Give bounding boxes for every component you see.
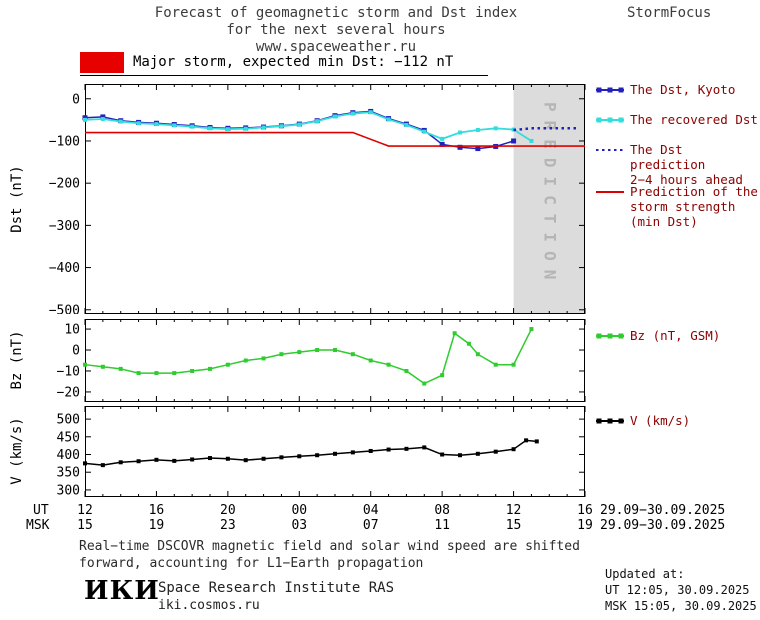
brand-stormfocus: StormFocus — [627, 5, 712, 21]
svg-text:−100: −100 — [49, 134, 80, 149]
x-tick-label: 16 — [577, 503, 593, 518]
title-url-link[interactable]: www.spaceweather.ru — [255, 39, 417, 55]
storm-strength-line-icon — [595, 186, 625, 229]
institute-site-link[interactable]: iki.cosmos.ru — [158, 598, 260, 613]
x-tick-label: 04 — [362, 503, 379, 518]
page-title: Forecast of geomagnetic storm and Dst in… — [0, 5, 672, 56]
svg-text:−500: −500 — [49, 303, 80, 314]
ut-date-range: 29.09−30.09.2025 — [600, 503, 726, 518]
ut-label: UT — [33, 503, 49, 518]
updated-ut: UT 12:05, 30.09.2025 — [605, 583, 750, 597]
bz-chart: 10 0 −10 −20 — [57, 319, 586, 402]
legend-item-v: V (km/s) — [595, 413, 690, 430]
title-line-2: for the next several hours — [226, 22, 446, 38]
x-tick-label: 15 — [505, 518, 522, 533]
iki-logo: ИКИ — [84, 576, 160, 606]
legend-label: The Dst prediction 2−4 hours ahead — [630, 142, 743, 187]
svg-text:300: 300 — [57, 483, 80, 497]
x-tick-label: 23 — [220, 518, 236, 533]
v-axis-label: V (km/s) — [9, 417, 25, 485]
x-tick-label: 03 — [291, 518, 308, 533]
msk-axis-row: MSK 29.09−30.09.2025 15 19 23 03 07 11 15 19 — [0, 518, 760, 533]
x-tick-label: 11 — [434, 518, 450, 533]
x-tick-label: 19 — [577, 518, 593, 533]
svg-text:350: 350 — [57, 466, 80, 481]
dst-prediction-dotted-line-icon — [595, 144, 625, 187]
msk-label: MSK — [26, 518, 50, 533]
legend-label: Prediction of the storm strength (min Ds… — [630, 184, 758, 229]
x-tick-label: 15 — [77, 518, 93, 533]
x-tick-label: 08 — [434, 503, 450, 518]
x-tick-label: 16 — [148, 503, 165, 518]
legend-item-bz: Bz (nT, GSM) — [595, 328, 720, 345]
bz-axis-label: Bz (nT) — [9, 330, 25, 390]
x-tick-label: 20 — [220, 503, 236, 518]
footnote: Real−time DSCOVR magnetic field and sola… — [79, 538, 580, 572]
ut-axis-row: UT 29.09−30.09.2025 12 16 20 00 04 08 12 16 — [0, 503, 760, 518]
storm-banner-text: Major storm, expected min Dst: −112 nT — [133, 54, 454, 70]
svg-text:450: 450 — [57, 430, 80, 445]
bz-line-icon — [595, 330, 625, 345]
updated-label: Updated at: — [605, 567, 685, 581]
institute-name: Space Research Institute RAS — [158, 580, 395, 596]
legend-label: The recovered Dst — [630, 112, 758, 127]
svg-text:−20: −20 — [57, 385, 80, 400]
svg-text:0: 0 — [72, 344, 80, 359]
msk-date-range: 29.09−30.09.2025 — [600, 518, 726, 533]
svg-text:PREDICTION: PREDICTION — [540, 102, 559, 288]
svg-text:−400: −400 — [49, 261, 80, 276]
svg-text:−300: −300 — [49, 219, 80, 234]
dst-kyoto-line-icon — [595, 84, 625, 99]
x-tick-label: 12 — [77, 503, 93, 518]
legend-label: Bz (nT, GSM) — [630, 328, 721, 343]
footnote-line-2: forward, accounting for L1−Earth propaga… — [79, 556, 424, 571]
x-tick-label: 12 — [505, 503, 522, 518]
v-line-icon — [595, 415, 625, 430]
legend-item-dst-kyoto: The Dst, Kyoto — [595, 82, 735, 99]
legend-item-recovered-dst: The recovered Dst — [595, 112, 758, 129]
x-tick-label: 07 — [362, 518, 379, 533]
storm-banner: Major storm, expected min Dst: −112 nT — [80, 49, 488, 76]
svg-text:−10: −10 — [57, 364, 80, 379]
updated-msk: MSK 15:05, 30.09.2025 — [605, 599, 757, 613]
storm-level-swatch — [80, 51, 124, 73]
legend-label: V (km/s) — [630, 413, 691, 428]
dst-chart: PREDICTION 0 −100 −200 −300 −400 −500 — [49, 84, 586, 314]
v-chart: 500 450 400 350 300 — [57, 406, 586, 497]
svg-text:0: 0 — [72, 92, 80, 107]
footnote-line-1: Real−time DSCOVR magnetic field and sola… — [79, 539, 580, 554]
updated-at-block: Updated at: UT 12:05, 30.09.2025 MSK 15:… — [605, 566, 757, 614]
dst-axis-label: Dst (nT) — [9, 165, 25, 233]
recovered-dst-line-icon — [595, 114, 625, 129]
x-tick-label: 19 — [148, 518, 165, 533]
legend-item-dst-prediction: The Dst prediction 2−4 hours ahead — [595, 142, 760, 187]
svg-text:−200: −200 — [49, 177, 80, 192]
legend-item-storm-strength: Prediction of the storm strength (min Ds… — [595, 184, 758, 229]
legend-label: The Dst, Kyoto — [630, 82, 736, 97]
title-line-1: Forecast of geomagnetic storm and Dst in… — [154, 5, 518, 21]
svg-text:10: 10 — [64, 323, 80, 338]
x-tick-label: 00 — [291, 503, 308, 518]
svg-text:500: 500 — [57, 413, 80, 428]
svg-text:400: 400 — [57, 448, 80, 463]
